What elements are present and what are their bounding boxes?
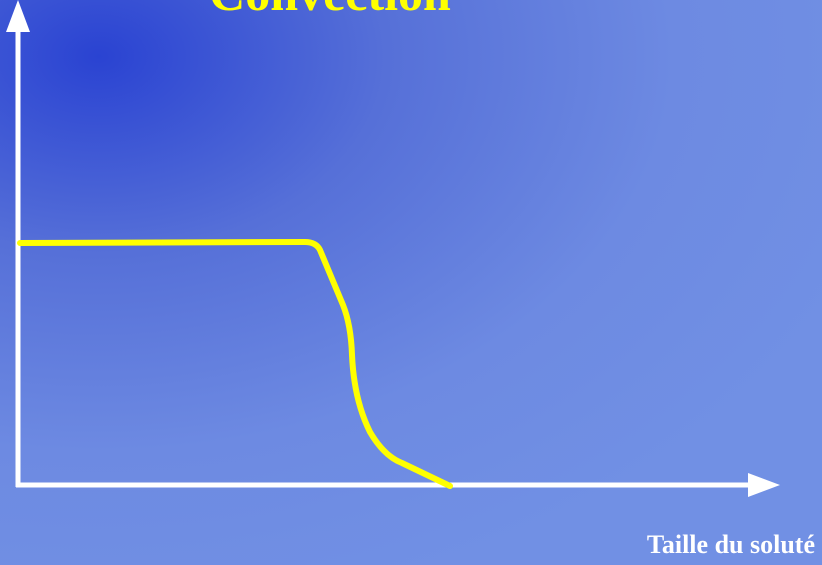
x-arrow	[748, 473, 780, 497]
curve	[17, 239, 453, 489]
y-arrow	[6, 0, 30, 32]
x-axis-label: Taille du soluté	[647, 530, 815, 559]
title: Convection	[209, 0, 451, 21]
axes	[6, 0, 780, 497]
